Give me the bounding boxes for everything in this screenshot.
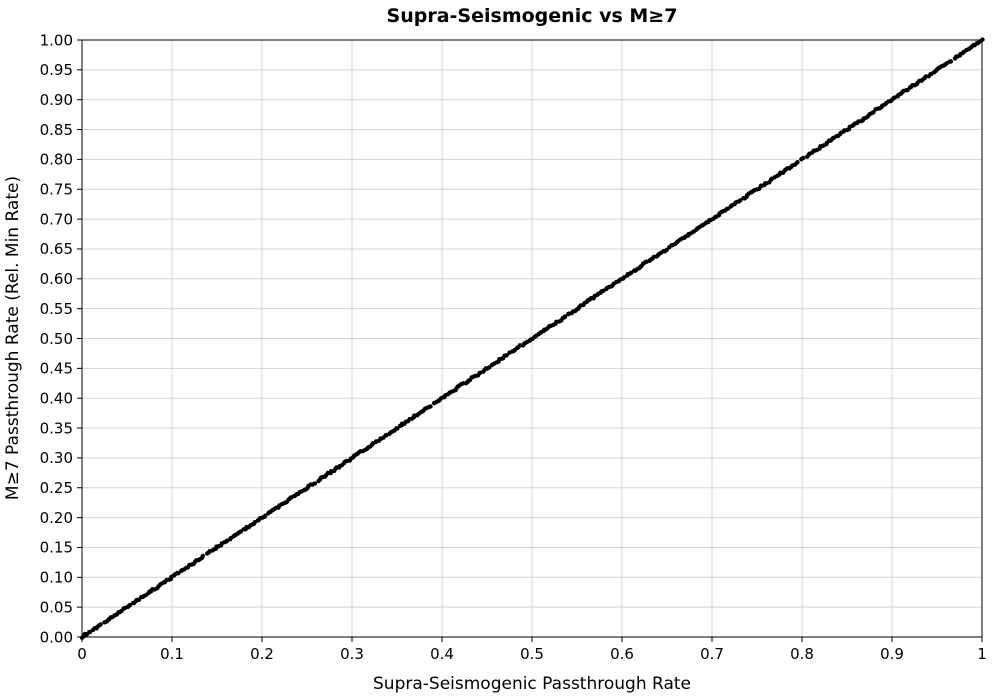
svg-text:0.50: 0.50 bbox=[40, 330, 73, 348]
svg-text:0.00: 0.00 bbox=[40, 628, 73, 646]
tick-labels: 0 0.1 0.2 0.3 0.4 0.5 0.6 0.7 0.8 0.9 1 0.00 0.05 0.1… bbox=[40, 31, 987, 663]
svg-text:0.85: 0.85 bbox=[40, 121, 73, 139]
svg-text:0.05: 0.05 bbox=[40, 598, 73, 616]
axes bbox=[77, 39, 983, 642]
x-axis-label: Supra-Seismogenic Passthrough Rate bbox=[373, 674, 691, 694]
svg-text:0.75: 0.75 bbox=[40, 181, 73, 199]
svg-text:0.2: 0.2 bbox=[250, 645, 274, 663]
svg-text:0.35: 0.35 bbox=[40, 419, 73, 437]
svg-text:0.5: 0.5 bbox=[520, 645, 544, 663]
svg-text:0.65: 0.65 bbox=[40, 240, 73, 258]
svg-text:0.45: 0.45 bbox=[40, 360, 73, 378]
svg-text:0.90: 0.90 bbox=[40, 91, 73, 109]
svg-text:0.6: 0.6 bbox=[610, 645, 634, 663]
svg-text:0.95: 0.95 bbox=[40, 61, 73, 79]
svg-text:0.70: 0.70 bbox=[40, 210, 73, 228]
svg-text:0.9: 0.9 bbox=[880, 645, 904, 663]
svg-text:1: 1 bbox=[977, 645, 987, 663]
data-points bbox=[79, 37, 985, 640]
svg-text:0.10: 0.10 bbox=[40, 569, 73, 587]
svg-text:1.00: 1.00 bbox=[40, 31, 73, 49]
svg-text:0.8: 0.8 bbox=[790, 645, 814, 663]
svg-text:0.30: 0.30 bbox=[40, 449, 73, 467]
svg-text:0.3: 0.3 bbox=[340, 645, 364, 663]
svg-text:0.4: 0.4 bbox=[430, 645, 454, 663]
svg-text:0.40: 0.40 bbox=[40, 389, 73, 407]
svg-text:0.15: 0.15 bbox=[40, 539, 73, 557]
chart-title: Supra-Seismogenic vs M≥7 bbox=[387, 5, 678, 27]
svg-text:0.25: 0.25 bbox=[40, 479, 73, 497]
svg-text:0.55: 0.55 bbox=[40, 300, 73, 318]
svg-text:0.7: 0.7 bbox=[700, 645, 724, 663]
svg-text:0.60: 0.60 bbox=[40, 270, 73, 288]
svg-text:0.80: 0.80 bbox=[40, 151, 73, 169]
svg-text:0.20: 0.20 bbox=[40, 509, 73, 527]
y-axis-label: M≥7 Passthrough Rate (Rel. Min Rate) bbox=[3, 176, 23, 500]
svg-text:0: 0 bbox=[77, 645, 87, 663]
svg-text:0.1: 0.1 bbox=[160, 645, 184, 663]
